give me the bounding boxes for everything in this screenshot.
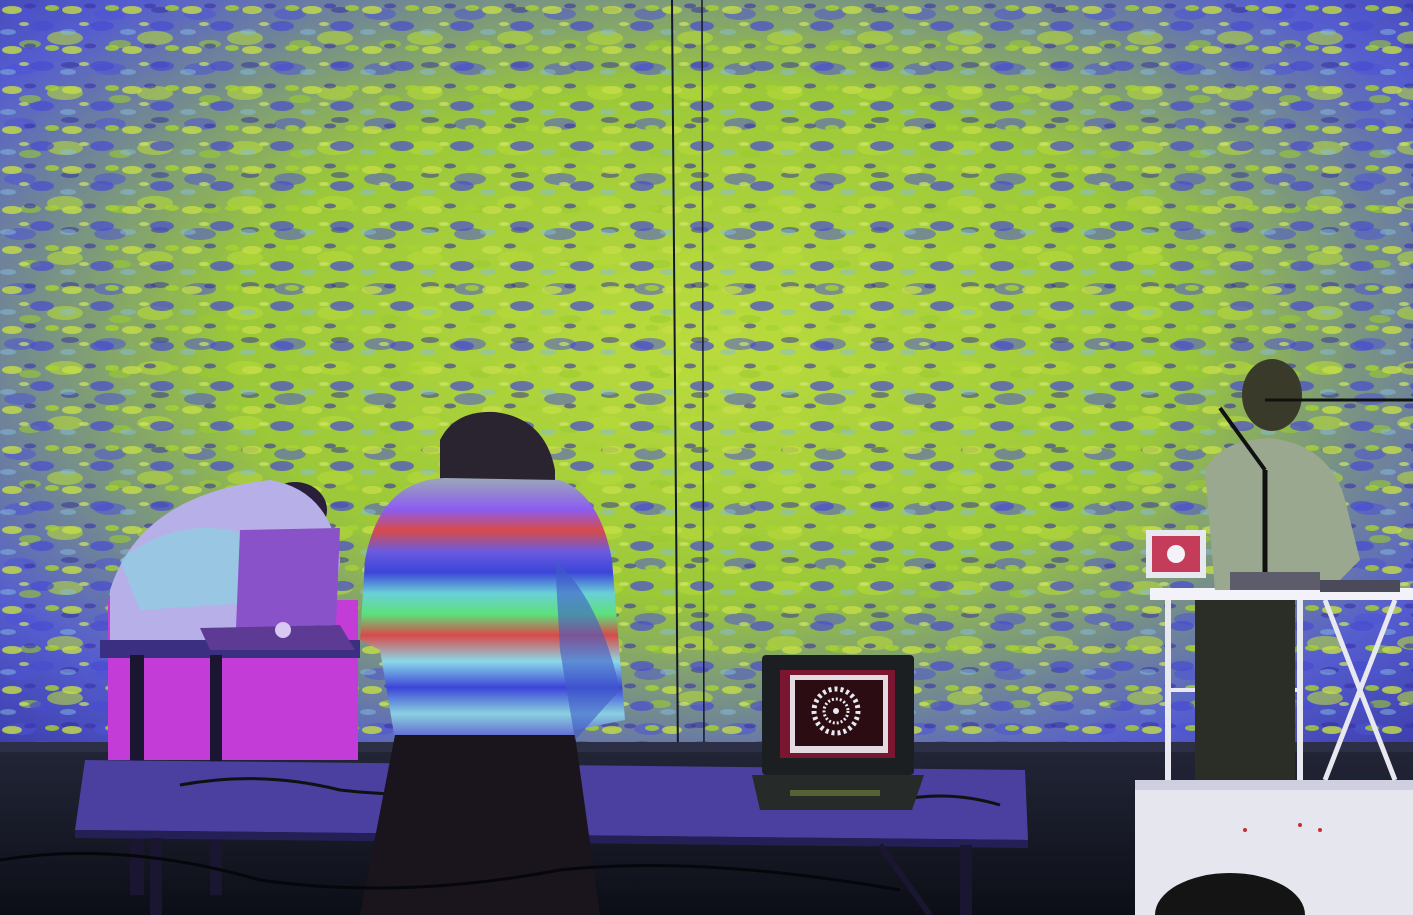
audience-head [1155,873,1305,915]
left-station [100,480,360,895]
performer-center [360,411,625,915]
microphone [1218,398,1413,575]
performer-right [1195,359,1360,780]
laptop-right [1146,530,1206,578]
hanging-cable [701,0,705,761]
ring-visual-icon [811,686,861,736]
laptop-left [200,528,355,650]
laptop-center [752,655,924,810]
floor-cables [0,851,901,892]
hanging-cable [671,0,679,761]
